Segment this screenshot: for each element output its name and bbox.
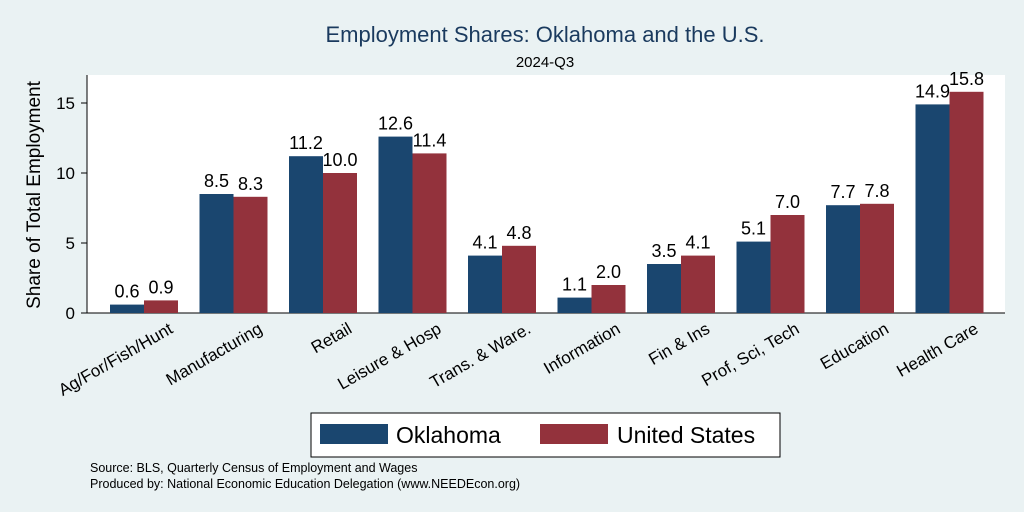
data-label-oklahoma-leisure-hosp: 12.6 bbox=[378, 114, 413, 134]
chart-subtitle: 2024-Q3 bbox=[516, 54, 574, 71]
category-label-ag-for-fish-hunt: Ag/For/Fish/Hunt bbox=[55, 319, 176, 400]
legend-swatch-united-states bbox=[540, 424, 608, 444]
category-label-retail: Retail bbox=[308, 319, 355, 357]
data-label-united-states-education: 7.8 bbox=[864, 181, 889, 201]
category-label-prof-sci-tech: Prof, Sci, Tech bbox=[698, 319, 802, 390]
legend-swatch-oklahoma bbox=[320, 424, 388, 444]
data-label-oklahoma-ag-for-fish-hunt: 0.6 bbox=[114, 282, 139, 302]
data-label-united-states-information: 2.0 bbox=[596, 262, 621, 282]
data-label-united-states-leisure-hosp: 11.4 bbox=[413, 130, 447, 150]
producer-note: Produced by: National Economic Education… bbox=[90, 477, 520, 491]
y-tick-label-15: 15 bbox=[56, 94, 75, 113]
bar-united-states-leisure-hosp bbox=[412, 153, 447, 313]
data-label-united-states-trans-ware: 4.8 bbox=[506, 223, 531, 243]
data-label-united-states-prof-sci-tech: 7.0 bbox=[775, 192, 800, 212]
data-label-oklahoma-trans-ware: 4.1 bbox=[472, 233, 497, 253]
bar-united-states-manufacturing bbox=[233, 196, 268, 313]
bar-oklahoma-leisure-hosp bbox=[378, 136, 413, 313]
bar-united-states-fin-ins bbox=[681, 255, 715, 313]
bar-united-states-ag-for-fish-hunt bbox=[144, 300, 178, 313]
data-label-oklahoma-fin-ins: 3.5 bbox=[651, 241, 676, 261]
bar-oklahoma-fin-ins bbox=[647, 264, 681, 313]
data-label-oklahoma-manufacturing: 8.5 bbox=[204, 171, 229, 191]
bars bbox=[110, 91, 984, 314]
category-label-information: Information bbox=[540, 319, 623, 378]
y-ticks: 0 5 10 15 bbox=[56, 94, 87, 323]
data-label-united-states-ag-for-fish-hunt: 0.9 bbox=[148, 277, 173, 297]
bar-united-states-health-care bbox=[949, 91, 984, 313]
legend-label-united-states: United States bbox=[617, 422, 755, 448]
y-tick-label-0: 0 bbox=[66, 304, 75, 323]
bar-oklahoma-health-care bbox=[915, 104, 950, 314]
data-label-united-states-retail: 10.0 bbox=[322, 150, 357, 170]
source-note: Source: BLS, Quarterly Census of Employm… bbox=[90, 461, 417, 475]
bar-oklahoma-ag-for-fish-hunt bbox=[110, 304, 144, 313]
bar-oklahoma-education bbox=[826, 205, 860, 313]
data-label-united-states-health-care: 15.8 bbox=[949, 69, 984, 89]
bar-united-states-information bbox=[591, 285, 626, 313]
category-label-trans-ware: Trans. & Ware. bbox=[427, 319, 534, 392]
data-label-oklahoma-retail: 11.2 bbox=[289, 133, 323, 153]
legend-label-oklahoma: Oklahoma bbox=[396, 422, 501, 448]
bar-united-states-retail bbox=[323, 173, 357, 313]
y-tick-label-5: 5 bbox=[66, 234, 75, 253]
data-label-oklahoma-prof-sci-tech: 5.1 bbox=[741, 219, 766, 239]
data-label-oklahoma-information: 1.1 bbox=[562, 275, 587, 295]
data-label-united-states-fin-ins: 4.1 bbox=[685, 233, 710, 253]
bar-united-states-prof-sci-tech bbox=[770, 215, 805, 313]
bar-oklahoma-prof-sci-tech bbox=[736, 241, 771, 313]
bar-oklahoma-manufacturing bbox=[199, 194, 234, 313]
y-axis-label: Share of Total Employment bbox=[24, 80, 45, 308]
bar-united-states-trans-ware bbox=[502, 245, 536, 313]
bar-oklahoma-retail bbox=[289, 156, 323, 313]
data-labels: 0.6 0.9 8.5 8.3 11.210.0 12.611.4 4.1 4.8 1.1 2.0… bbox=[114, 69, 984, 302]
category-label-health-care: Health Care bbox=[893, 319, 981, 381]
chart-title: Employment Shares: Oklahoma and the U.S. bbox=[326, 22, 765, 47]
category-label-fin-ins: Fin & Ins bbox=[645, 319, 713, 369]
bar-oklahoma-information bbox=[557, 297, 592, 313]
bar-oklahoma-trans-ware bbox=[468, 255, 502, 313]
category-label-manufacturing: Manufacturing bbox=[163, 319, 266, 389]
category-label-education: Education bbox=[817, 319, 892, 373]
data-label-united-states-manufacturing: 8.3 bbox=[238, 174, 263, 194]
data-label-oklahoma-health-care: 14.9 bbox=[915, 81, 950, 101]
bar-united-states-education bbox=[860, 203, 894, 313]
y-tick-label-10: 10 bbox=[56, 164, 75, 183]
data-label-oklahoma-education: 7.7 bbox=[830, 182, 855, 202]
